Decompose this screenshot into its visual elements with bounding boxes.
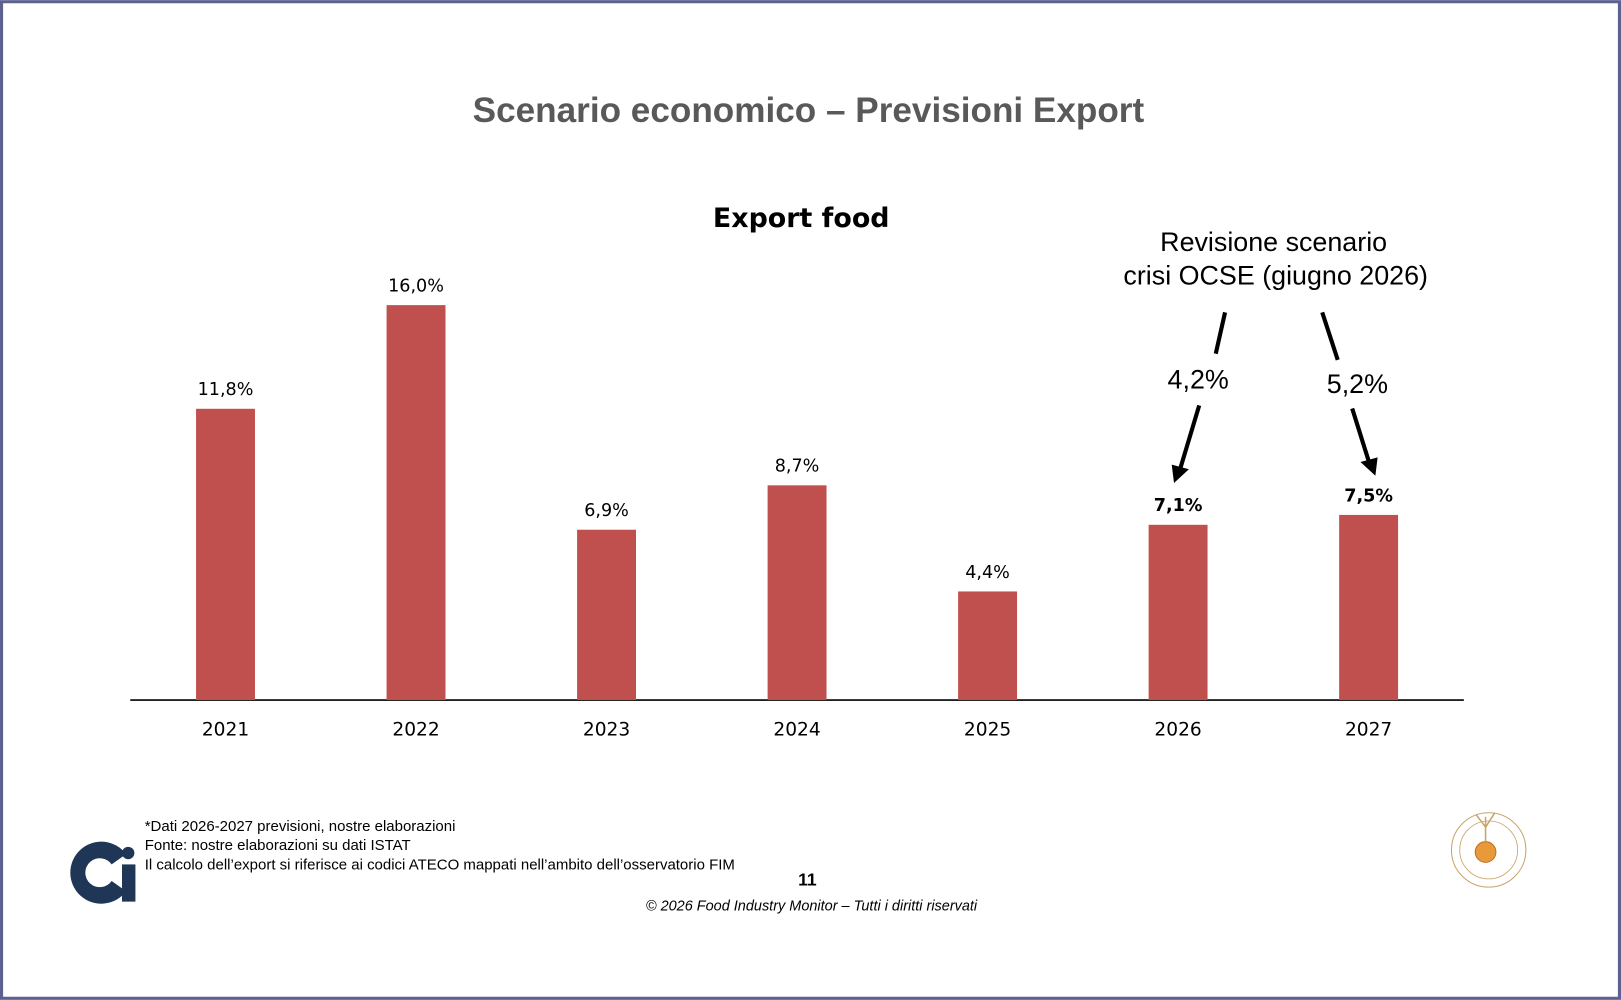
value-label: 11,8%	[198, 380, 254, 400]
bar	[1148, 524, 1208, 701]
arrow-line	[1213, 311, 1228, 355]
arrow-head	[1171, 464, 1189, 483]
annotation: Revisione scenario	[1160, 227, 1387, 257]
bar	[196, 408, 255, 701]
bar	[1339, 514, 1399, 701]
x-tick-label: 2026	[1154, 720, 1201, 741]
plot: 2021 11,8% 2022 16,0% 2023 6,9% 2024 8,7% 2025 4,…	[196, 277, 1399, 741]
x-tick-label: 2027	[1345, 720, 1392, 741]
page-title: Scenario economico – Previsioni Export	[473, 91, 1145, 130]
x-tick-label: 2025	[964, 720, 1011, 741]
chart-title: Export food	[713, 203, 890, 234]
footnote: *Dati 2026-2027 previsioni, nostre elabo…	[145, 818, 456, 835]
value-label: 6,9%	[584, 501, 629, 521]
logo-right	[1450, 812, 1527, 888]
logo-left	[70, 841, 136, 904]
value-label: 7,5%	[1344, 486, 1393, 506]
bar	[767, 485, 827, 701]
page-number: 11	[798, 870, 817, 890]
arrow-line	[1350, 407, 1371, 462]
x-tick-label: 2024	[773, 720, 820, 741]
x-tick-label: 2021	[202, 720, 249, 741]
footnote: Il calcolo dell’export si riferisce ai c…	[145, 856, 735, 873]
value-label: 16,0%	[388, 277, 444, 297]
footnote: Fonte: nostre elaborazioni su dati ISTAT	[145, 837, 411, 854]
bar	[386, 305, 446, 701]
arrow-head	[1360, 457, 1378, 476]
x-tick-label: 2022	[392, 720, 439, 741]
bar	[958, 591, 1018, 701]
arrow-line	[1178, 404, 1202, 469]
bar	[577, 529, 637, 701]
arrow-line	[1320, 311, 1340, 361]
annotation: 4,2%	[1168, 365, 1229, 395]
copyright: © 2026 Food Industry Monitor – Tutti i d…	[646, 899, 978, 915]
value-label: 8,7%	[775, 457, 820, 477]
arrows	[1171, 311, 1378, 483]
x-tick-label: 2023	[583, 720, 630, 741]
value-label: 4,4%	[965, 563, 1010, 583]
value-label: 7,1%	[1154, 496, 1203, 516]
annotation: crisi OCSE (giugno 2026)	[1123, 260, 1428, 290]
annotation: 5,2%	[1327, 369, 1388, 399]
